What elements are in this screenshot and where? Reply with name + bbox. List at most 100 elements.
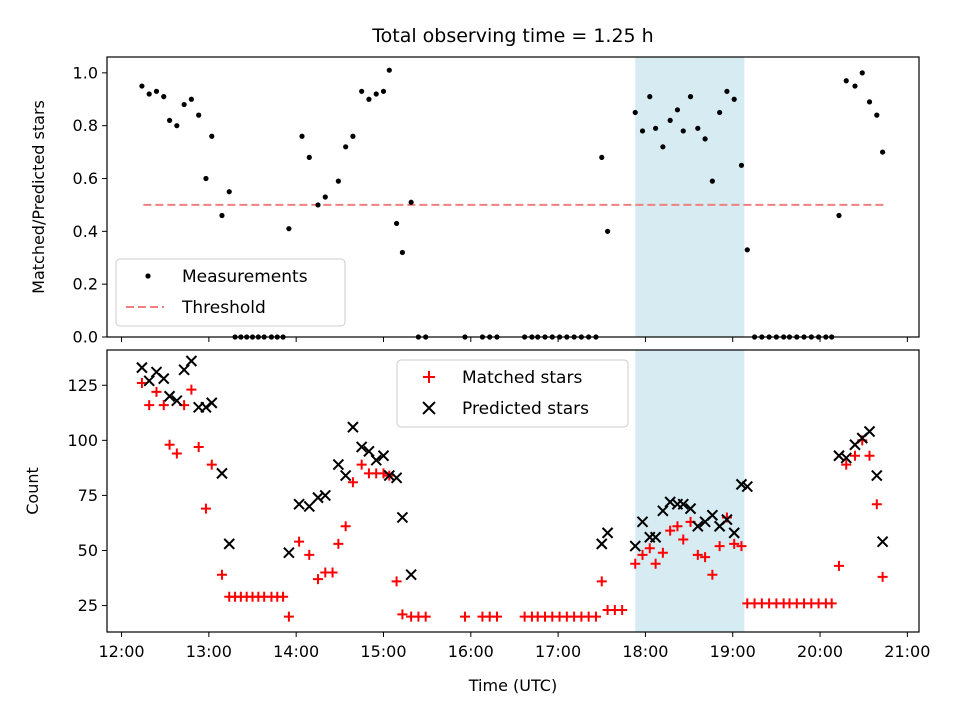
x-tick-label: 12:00 — [98, 642, 144, 661]
measurement-point — [717, 109, 723, 116]
matched-star-point — [864, 450, 875, 461]
matched-star-point — [650, 558, 661, 569]
matched-star-point — [136, 378, 147, 389]
x-tick-label: 14:00 — [273, 642, 319, 661]
matched-star-point — [283, 611, 294, 622]
measurement-point — [836, 212, 842, 219]
matched-star-point — [347, 477, 358, 488]
matched-star-point — [186, 384, 197, 395]
measurement-point — [604, 228, 611, 234]
y-tick-label: 75 — [78, 486, 98, 505]
measurement-point — [599, 154, 605, 160]
matched-star-point — [692, 549, 703, 560]
predicted-star-point — [728, 527, 740, 539]
measurement-point — [660, 144, 666, 150]
measurement-point — [146, 91, 152, 97]
measurement-point — [639, 128, 646, 134]
measurement-point — [166, 117, 173, 123]
measurement-point — [687, 94, 694, 100]
predicted-star-point — [158, 372, 170, 385]
matched-star-point — [630, 558, 641, 569]
predicted-star-point — [303, 500, 315, 513]
measurement-point — [181, 101, 187, 108]
measurement-point — [139, 83, 145, 89]
measurement-point — [724, 88, 730, 94]
predicted-star-point — [871, 469, 883, 482]
measurement-point — [315, 202, 321, 208]
predicted-star-point — [206, 397, 218, 409]
x-tick-label: 18:00 — [622, 642, 668, 661]
measurement-point — [359, 88, 365, 94]
predicted-star-point — [347, 421, 359, 433]
matched-star-point — [700, 552, 711, 563]
x-tick-label: 16:00 — [448, 642, 494, 661]
predicted-star-point — [223, 538, 235, 550]
predicted-star-point — [876, 535, 889, 548]
axes-frame — [106, 349, 920, 633]
y-axis-label: Matched/Predicted stars — [29, 100, 48, 294]
legend-entry: Threshold — [181, 298, 266, 318]
measurement-point — [219, 212, 225, 219]
measurement-point — [386, 67, 392, 73]
predicted-star-point — [171, 394, 183, 407]
predicted-star-point — [185, 355, 198, 367]
measurement-point — [632, 109, 638, 116]
predicted-star-point — [629, 540, 641, 552]
y-tick-label: 0.8 — [73, 116, 98, 135]
matched-star-point — [707, 569, 718, 580]
highlight-span — [635, 57, 745, 337]
panel-ratio: 0.0 0.2 0.4 0.6 0.8 1.0 Total observing time =… — [29, 25, 920, 347]
measurement-point — [731, 96, 737, 102]
predicted-star-point — [405, 569, 417, 581]
measurement-point — [174, 123, 180, 129]
matched-star-point — [826, 598, 837, 609]
matched-star-point — [391, 576, 402, 587]
predicted-star-point — [664, 496, 676, 508]
legend-marker-predicted — [422, 401, 436, 415]
matched-star-point — [200, 503, 211, 514]
measurement-point — [866, 99, 873, 105]
matched-star-point — [216, 569, 227, 580]
measurement-point — [196, 112, 202, 118]
y-tick-label: 125 — [67, 376, 98, 395]
measurement-point — [744, 247, 750, 253]
predicted-star-point — [370, 454, 382, 466]
predicted-star-point — [163, 390, 176, 402]
measurement-point — [335, 178, 341, 184]
measurement-point — [322, 194, 328, 200]
matched-star-point — [420, 611, 431, 622]
y-tick-label: 0.4 — [73, 222, 98, 241]
x-axis-label: Time (UTC) — [468, 676, 557, 695]
predicted-star-point — [840, 452, 852, 464]
y-axis-label: Count — [23, 467, 42, 515]
measurement-point — [393, 220, 400, 227]
matched-star-point — [397, 609, 408, 620]
matched-star-point — [171, 448, 182, 459]
predicted-star-point — [332, 458, 345, 471]
matched-star-point — [333, 538, 344, 549]
measurement-point — [161, 94, 167, 100]
measurement-point — [709, 178, 715, 184]
matched-star-point — [849, 450, 860, 461]
measurement-point — [653, 125, 659, 131]
legend-box — [115, 258, 346, 327]
predicted-star-point — [596, 538, 608, 550]
matched-star-point — [871, 499, 882, 510]
matched-star-point — [313, 574, 324, 585]
x-tick-label: 21:00 — [884, 642, 930, 661]
predicted-star-point — [721, 513, 733, 526]
predicted-star-point — [684, 502, 697, 515]
matched-star-point — [459, 611, 470, 622]
legend-entry: Predicted stars — [462, 399, 589, 419]
axes-frame — [106, 56, 920, 338]
measurement-point — [209, 133, 215, 139]
matched-star-point — [304, 549, 315, 560]
measurement-point — [680, 128, 686, 134]
x-tick-label: 13:00 — [186, 642, 232, 661]
y-tick-label: 0.0 — [73, 328, 98, 347]
measurement-point — [874, 112, 880, 118]
y-tick-label: 0.6 — [73, 169, 98, 188]
matched-star-point — [491, 611, 502, 622]
matched-star-point — [356, 459, 367, 470]
